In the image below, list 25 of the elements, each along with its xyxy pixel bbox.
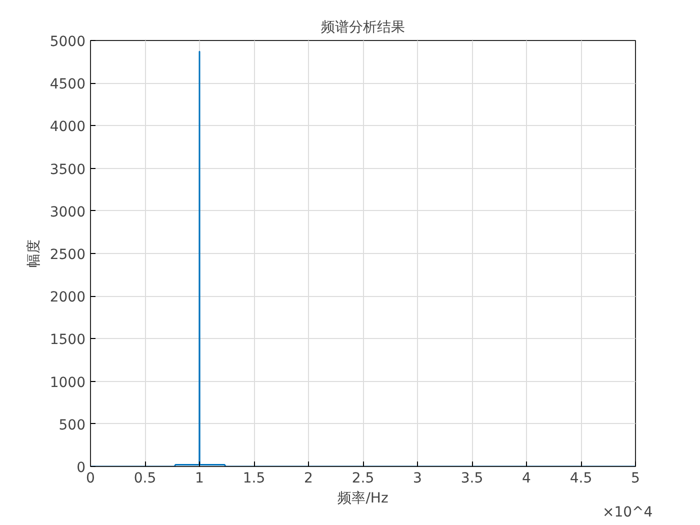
y-tick-label: 2000 bbox=[50, 290, 86, 306]
x-tick-label: 1 bbox=[195, 470, 204, 486]
x-axis-title: 频率/Hz bbox=[338, 490, 388, 506]
x-tick-label: 4 bbox=[522, 470, 532, 486]
y-tick-label: 4000 bbox=[50, 119, 86, 136]
x-tick-label: 2 bbox=[304, 470, 313, 486]
y-tick-label: 3000 bbox=[50, 204, 86, 220]
y-tick-label: 4500 bbox=[50, 76, 86, 93]
x-tick-label: 5 bbox=[631, 470, 640, 486]
x-tick-label: 3 bbox=[413, 470, 422, 486]
y-tick-label: 500 bbox=[58, 417, 86, 434]
x-tick-label: 4.5 bbox=[570, 470, 592, 486]
y-tick-label: 1500 bbox=[50, 332, 86, 348]
text: ×10^4 bbox=[602, 504, 653, 520]
x-tick-label: 2.5 bbox=[352, 470, 374, 486]
y-tick-label: 3500 bbox=[50, 162, 86, 178]
x-tick-label: 0.5 bbox=[134, 470, 156, 486]
y-tick-label: 5000 bbox=[50, 34, 86, 50]
y-axis-title: 幅度 bbox=[26, 240, 42, 268]
x-tick-label: 3.5 bbox=[460, 470, 484, 486]
y-tick-label: 1000 bbox=[50, 374, 86, 391]
chart-title: 频谱分析结果 bbox=[321, 20, 405, 36]
y-tick-label: 0 bbox=[76, 460, 86, 476]
x-tick-label: 1.5 bbox=[242, 470, 266, 486]
y-tick-label: 2500 bbox=[50, 247, 86, 263]
